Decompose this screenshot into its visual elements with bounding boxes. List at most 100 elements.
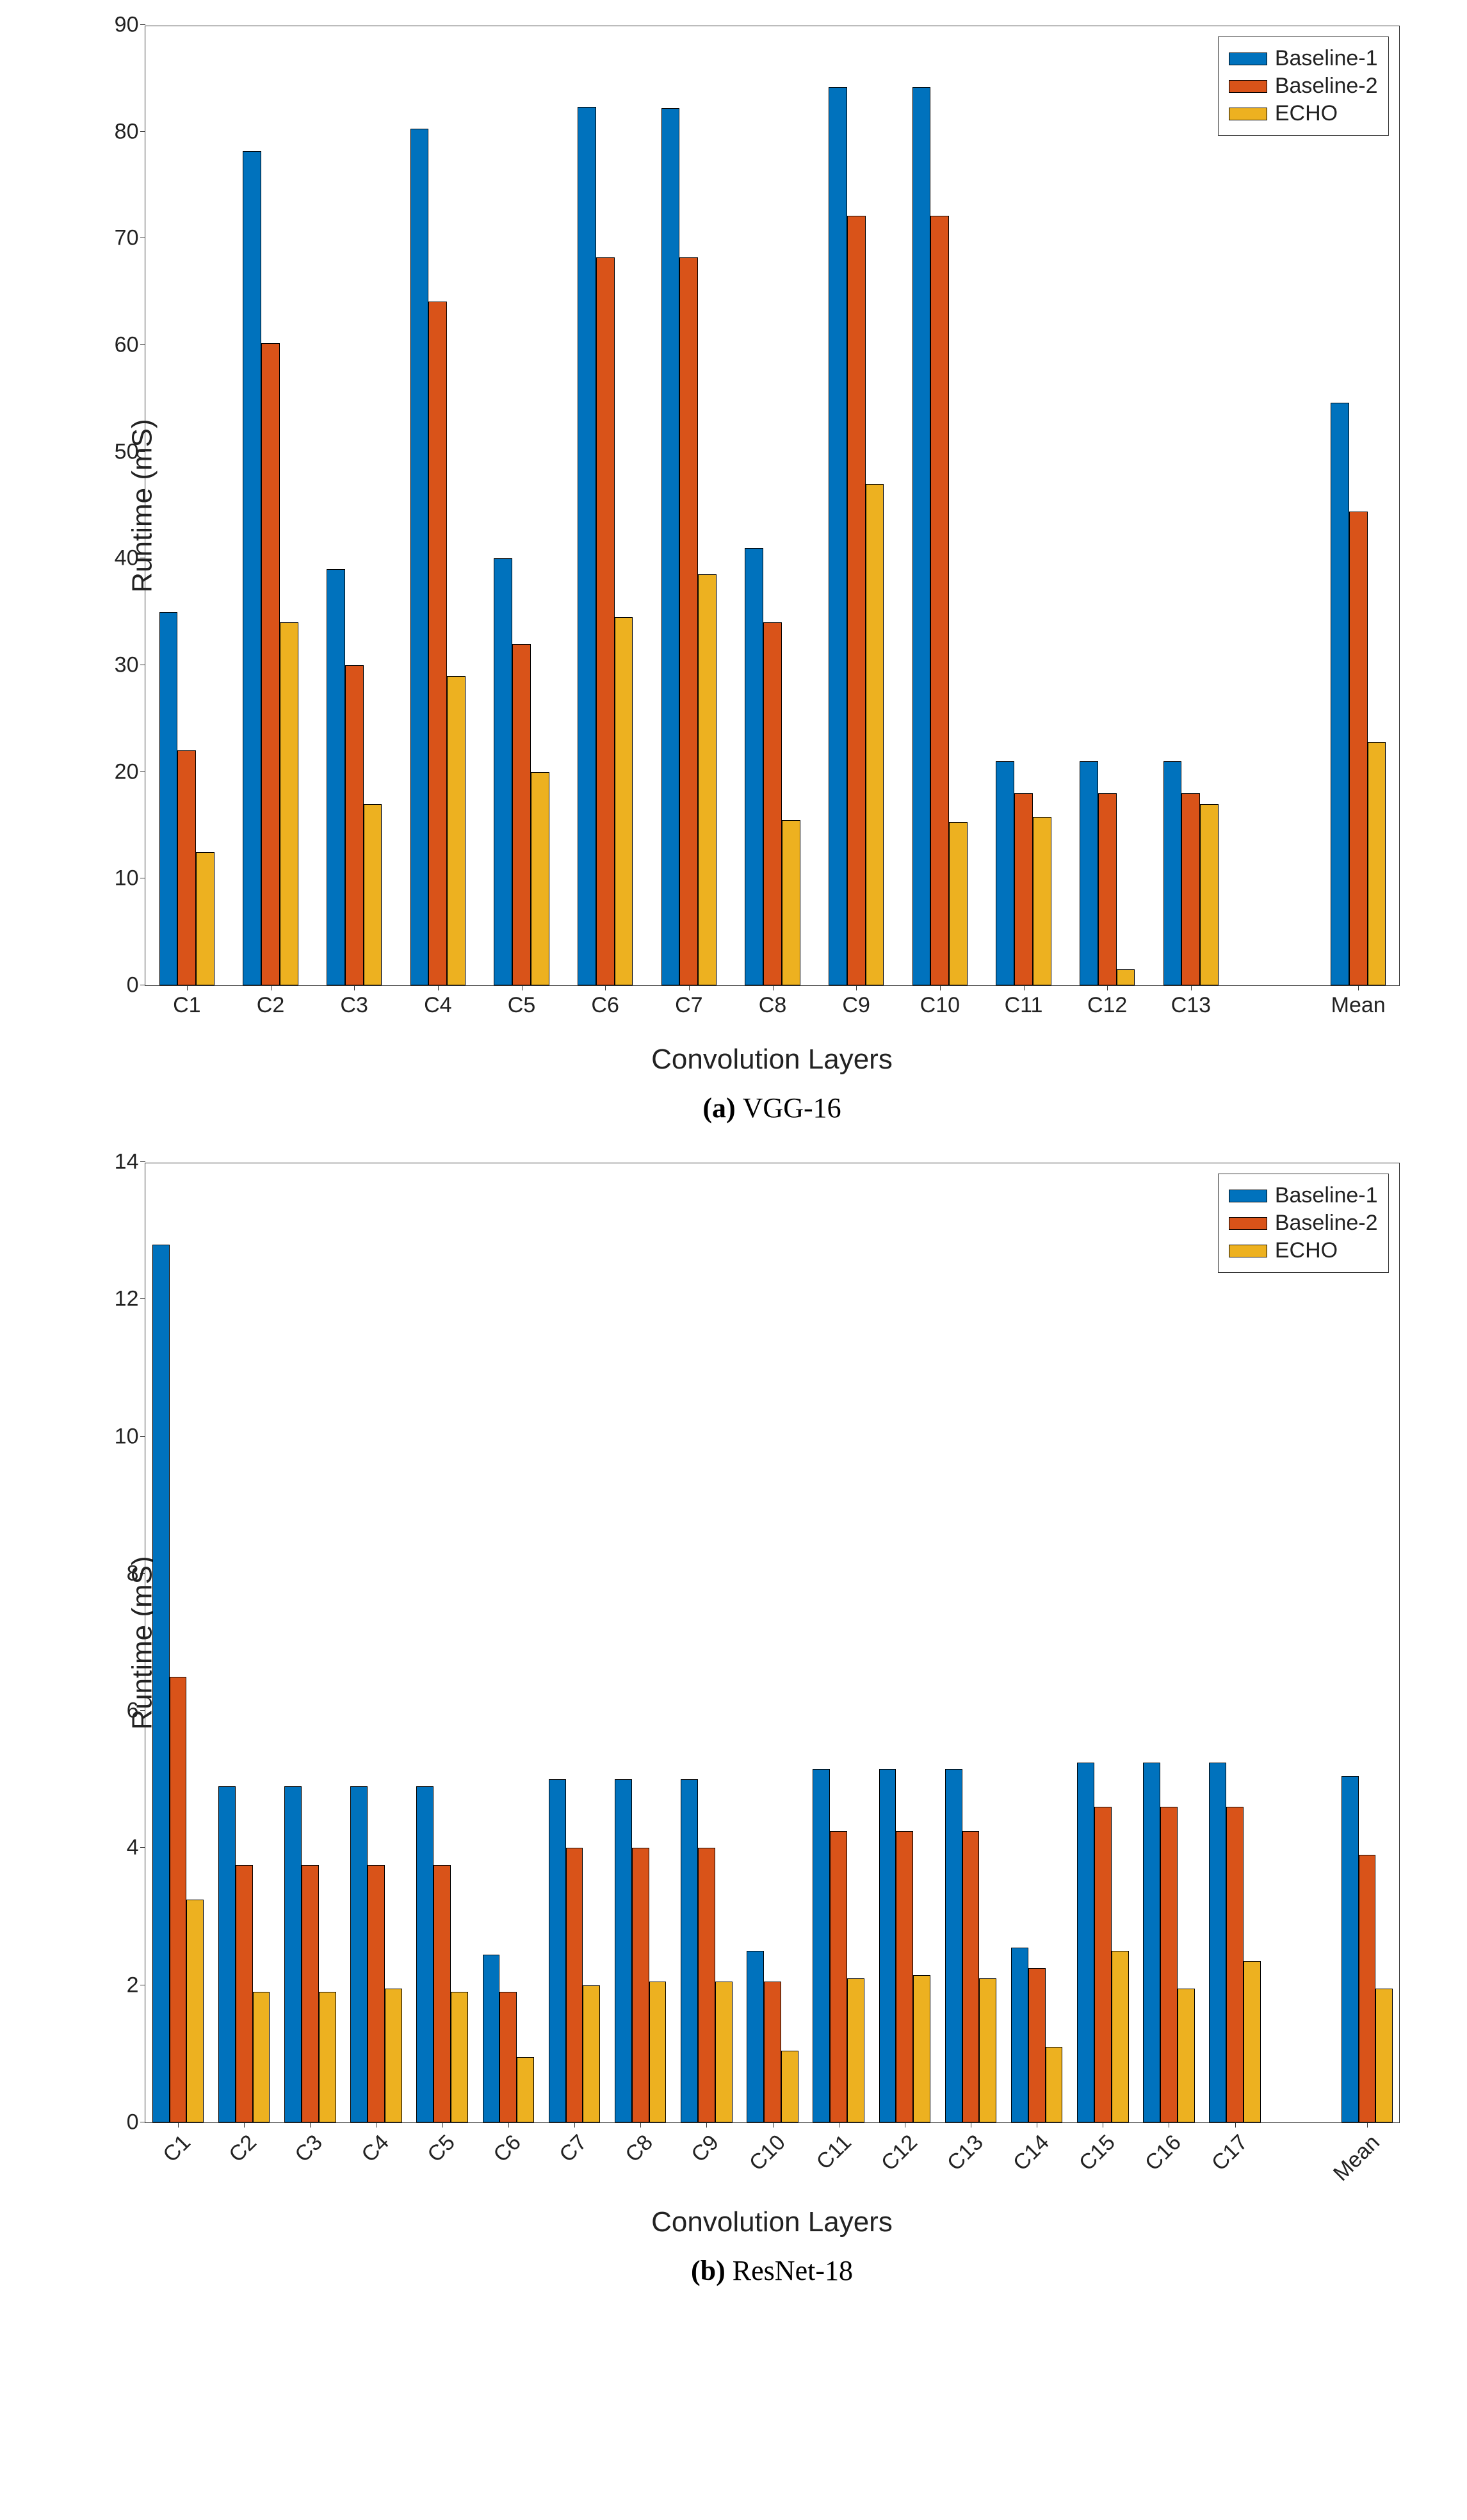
ytick-mark bbox=[140, 771, 145, 772]
xtick-label: C11 bbox=[811, 2130, 856, 2175]
bar-baseline-1 bbox=[1080, 761, 1098, 985]
bar-baseline-1 bbox=[879, 1769, 896, 2122]
xtick-mark bbox=[1358, 985, 1359, 990]
bar-echo bbox=[1046, 2047, 1063, 2122]
xtick-label: C11 bbox=[1005, 993, 1043, 1018]
ytick-label: 70 bbox=[115, 226, 145, 251]
xtick-label: C4 bbox=[357, 2130, 394, 2167]
x-axis-label: Convolution Layers bbox=[145, 2206, 1400, 2238]
xtick-label: C5 bbox=[423, 2130, 460, 2167]
xtick-label: C7 bbox=[675, 993, 702, 1018]
bar-baseline-2 bbox=[896, 1831, 913, 2122]
bar-baseline-1 bbox=[159, 612, 178, 985]
xtick-label: C8 bbox=[620, 2130, 658, 2167]
ytick-label: 2 bbox=[127, 1973, 145, 1998]
bar-echo bbox=[1033, 817, 1051, 985]
xtick-mark bbox=[773, 2122, 774, 2128]
xtick-label: C17 bbox=[1206, 2130, 1252, 2176]
xtick-label: C15 bbox=[1074, 2130, 1121, 2176]
x-axis-label: Convolution Layers bbox=[145, 1044, 1400, 1076]
legend-label: ECHO bbox=[1275, 101, 1338, 126]
plot-area: 02468101214Runtime (mS)C1C2C3C4C5C6C7C8C… bbox=[145, 1163, 1400, 2123]
xtick-label: C6 bbox=[489, 2130, 526, 2167]
xtick-mark bbox=[310, 2122, 311, 2128]
legend-label: Baseline-2 bbox=[1275, 1211, 1378, 1236]
bar-echo bbox=[186, 1900, 204, 2122]
xtick-mark bbox=[773, 985, 774, 990]
legend-swatch bbox=[1229, 1190, 1267, 1202]
bar-baseline-2 bbox=[236, 1865, 253, 2122]
xtick-label: C7 bbox=[555, 2130, 592, 2167]
bar-baseline-2 bbox=[1359, 1855, 1376, 2122]
bar-baseline-2 bbox=[1349, 512, 1368, 985]
bar-baseline-1 bbox=[549, 1779, 566, 2122]
ytick-label: 0 bbox=[127, 2110, 145, 2135]
legend-label: Baseline-1 bbox=[1275, 46, 1378, 71]
legend-swatch bbox=[1229, 80, 1267, 93]
ytick-label: 60 bbox=[115, 333, 145, 358]
xtick-mark bbox=[442, 2122, 443, 2128]
xtick-mark bbox=[438, 985, 439, 990]
bar-baseline-1 bbox=[1209, 1763, 1226, 2123]
bar-baseline-1 bbox=[1163, 761, 1182, 985]
bar-echo bbox=[649, 1982, 667, 2122]
bar-baseline-1 bbox=[152, 1245, 170, 2122]
xtick-mark bbox=[508, 2122, 509, 2128]
bar-echo bbox=[782, 820, 800, 985]
xtick-label: C1 bbox=[173, 993, 200, 1018]
bar-echo bbox=[1178, 1989, 1195, 2122]
bar-baseline-1 bbox=[483, 1955, 500, 2123]
bar-echo bbox=[385, 1989, 402, 2122]
ytick-label: 0 bbox=[127, 973, 145, 998]
bar-baseline-2 bbox=[698, 1848, 715, 2122]
xtick-label: C12 bbox=[877, 2130, 923, 2176]
bar-baseline-1 bbox=[327, 569, 345, 985]
bar-baseline-1 bbox=[243, 151, 261, 985]
ytick-label: 10 bbox=[115, 866, 145, 891]
bar-baseline-1 bbox=[945, 1769, 962, 2122]
bar-baseline-2 bbox=[847, 216, 866, 985]
bar-baseline-2 bbox=[499, 1992, 517, 2122]
bar-baseline-1 bbox=[1077, 1763, 1094, 2123]
xtick-mark bbox=[706, 2122, 707, 2128]
xtick-mark bbox=[1367, 2122, 1368, 2128]
bar-echo bbox=[196, 852, 215, 985]
legend-label: ECHO bbox=[1275, 1238, 1338, 1263]
bar-baseline-1 bbox=[1011, 1948, 1028, 2122]
xtick-label: C3 bbox=[291, 2130, 328, 2167]
ytick-label: 30 bbox=[115, 653, 145, 678]
ytick-mark bbox=[140, 344, 145, 345]
ytick-mark bbox=[140, 131, 145, 132]
xtick-mark bbox=[1107, 985, 1108, 990]
legend-row: ECHO bbox=[1229, 101, 1378, 126]
xtick-mark bbox=[1235, 2122, 1236, 2128]
bar-echo bbox=[1368, 742, 1386, 985]
legend-row: Baseline-1 bbox=[1229, 1183, 1378, 1208]
bar-baseline-1 bbox=[681, 1779, 698, 2122]
bar-baseline-2 bbox=[962, 1831, 980, 2122]
xtick-mark bbox=[640, 2122, 641, 2128]
bar-baseline-1 bbox=[745, 548, 763, 985]
bar-baseline-1 bbox=[416, 1786, 434, 2122]
xtick-label: C1 bbox=[158, 2130, 195, 2167]
xtick-mark bbox=[244, 2122, 245, 2128]
legend-row: Baseline-1 bbox=[1229, 46, 1378, 71]
bar-baseline-1 bbox=[284, 1786, 302, 2122]
bar-baseline-1 bbox=[578, 107, 596, 985]
bar-baseline-2 bbox=[302, 1865, 319, 2122]
xtick-label: C10 bbox=[920, 993, 960, 1018]
panel-vgg16: 0102030405060708090Runtime (mS)C1C2C3C4C… bbox=[29, 13, 1438, 1124]
bar-baseline-1 bbox=[1143, 1763, 1160, 2123]
legend-swatch bbox=[1229, 1217, 1267, 1230]
legend-row: ECHO bbox=[1229, 1238, 1378, 1263]
bar-baseline-2 bbox=[1028, 1968, 1046, 2122]
bar-echo bbox=[1244, 1961, 1261, 2122]
xtick-mark bbox=[187, 985, 188, 990]
legend-swatch bbox=[1229, 1245, 1267, 1257]
ytick-mark bbox=[140, 1847, 145, 1848]
bar-echo bbox=[615, 617, 633, 985]
figure-container: 0102030405060708090Runtime (mS)C1C2C3C4C… bbox=[29, 13, 1438, 2287]
bar-baseline-2 bbox=[1226, 1807, 1244, 2122]
bar-echo bbox=[847, 1978, 864, 2122]
xtick-label: C9 bbox=[687, 2130, 724, 2167]
